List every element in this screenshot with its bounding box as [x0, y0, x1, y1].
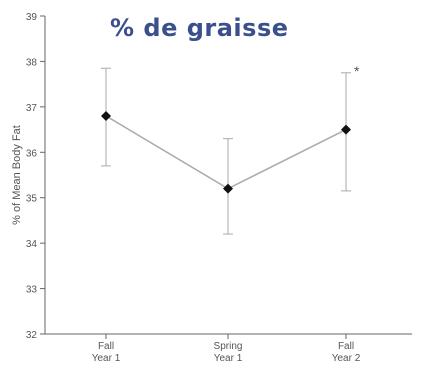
error-bars [101, 67, 351, 235]
x-tick-label: Fall [338, 341, 354, 352]
x-tick-label: Year 1 [214, 353, 243, 364]
y-tick-label: 39 [26, 12, 38, 23]
y-tick-label: 32 [26, 330, 38, 341]
y-tick-label: 36 [26, 148, 38, 159]
series-line [105, 115, 347, 190]
x-tick-label: Fall [98, 341, 114, 352]
data-point-marker [101, 110, 111, 121]
chart-overlay-title: % de graisse [110, 14, 289, 42]
y-tick-label: 34 [26, 239, 38, 250]
y-tick-label: 35 [26, 194, 38, 205]
data-point-marker [341, 124, 351, 135]
x-tick-label: Year 1 [92, 353, 121, 364]
x-tick-label: Spring [214, 341, 243, 352]
annotations: * [354, 63, 360, 79]
y-tick-label: 33 [26, 285, 38, 296]
data-point-marker [223, 183, 233, 194]
y-tick-label: 37 [26, 103, 38, 114]
y-ticks: 32 33 34 35 36 37 38 39 [26, 12, 45, 341]
y-axis-label: % of Mean Body Fat [11, 125, 23, 225]
y-tick-label: 38 [26, 57, 38, 68]
annotation-asterisk: * [354, 63, 360, 79]
data-markers [101, 110, 351, 194]
x-tick-label: Year 2 [332, 353, 361, 364]
